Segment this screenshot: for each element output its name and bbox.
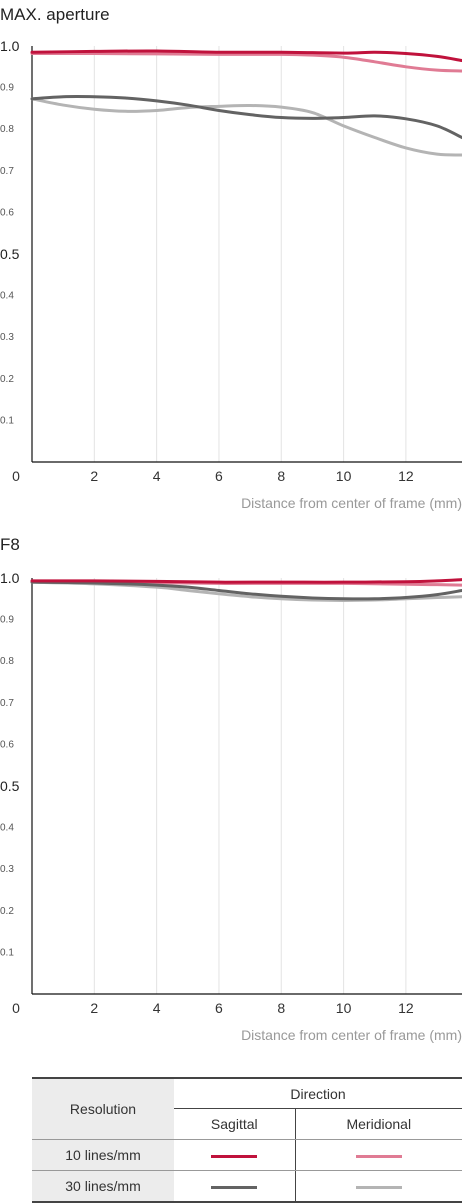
x-tick-label: 8 [277,1000,285,1016]
swatch-sagittal-30-lines [211,1185,258,1189]
series-sagittal-30-lines [30,580,462,601]
y-tick-label: 0.7 [0,166,14,177]
x-tick-label: 10 [336,1000,352,1016]
x-tick-label: 10 [336,468,352,484]
x-tick-label: 8 [277,468,285,484]
x-tick-label: 4 [153,468,161,484]
legend-cell-meridional-30 [295,1170,462,1203]
legend-meridional-header: Meridional [295,1108,462,1140]
x-tick-label: 6 [215,468,223,484]
mtf-chart-max-aperture: 1.0 0.9 0.8 0.7 0.6 0.5 0.4 0.3 0.2 0.1 0 2 4 6 8 10 12 D… [0,38,462,511]
y-tick-label: 0.1 [0,415,14,426]
x-tick-label: 6 [215,1000,223,1016]
x-axis-label: Distance from center of frame (mm) [241,1027,462,1043]
legend-cell-meridional-10 [295,1139,462,1171]
y-tick-label: 1.0 [0,38,20,54]
x-tick-label: 12 [398,468,414,484]
legend-resolution-header: Resolution [32,1077,174,1140]
y-tick-label: 0.9 [0,615,14,626]
swatch-meridional-30-lines [355,1185,402,1189]
legend-row-label: 30 lines/mm [32,1170,174,1203]
chart-title-max-aperture: MAX. aperture [0,5,110,24]
legend-cell-sagittal-10 [174,1139,296,1171]
y-tick-label: 0.8 [0,656,14,667]
mtf-chart-f8: 1.0 0.9 0.8 0.7 0.6 0.5 0.4 0.3 0.2 0.1 0 2 4 6 8 10 12 D… [0,570,462,1043]
series-meridional-30-lines [30,97,462,157]
y-tick-label: 0.5 [0,246,20,262]
x-tick-label: 0 [12,468,20,484]
x-tick-label: 2 [90,1000,98,1016]
legend-sagittal-header: Sagittal [174,1108,296,1140]
y-tick-label: 0.7 [0,698,14,709]
series-sagittal-30-lines [30,95,462,140]
legend-direction-header: Direction [174,1077,462,1109]
y-tick-label: 0.2 [0,374,14,385]
swatch-meridional-10-lines [355,1154,402,1158]
legend-table: Resolution Direction Sagittal Meridional… [32,1077,462,1203]
x-tick-label: 4 [153,1000,161,1016]
legend-cell-sagittal-30 [174,1170,296,1203]
legend-row-label: 10 lines/mm [32,1139,174,1171]
y-tick-label: 0.9 [0,83,14,94]
y-tick-label: 0.3 [0,332,14,343]
x-axis-label: Distance from center of frame (mm) [241,495,462,511]
y-tick-label: 0.8 [0,124,14,135]
series-meridional-10-lines [30,51,462,73]
y-tick-label: 0.4 [0,291,14,302]
y-tick-label: 1.0 [0,570,20,586]
x-tick-label: 12 [398,1000,414,1016]
y-tick-label: 0.2 [0,906,14,917]
y-tick-label: 0.5 [0,778,20,794]
series-sagittal-10-lines [30,49,462,63]
series-sagittal-10-lines [30,578,462,584]
y-tick-label: 0.1 [0,947,14,958]
y-tick-label: 0.4 [0,823,14,834]
y-tick-label: 0.6 [0,207,14,218]
x-tick-label: 0 [12,1000,20,1016]
x-tick-label: 2 [90,468,98,484]
y-tick-label: 0.6 [0,739,14,750]
swatch-sagittal-10-lines [211,1154,258,1158]
chart-title-f8: F8 [0,535,20,554]
y-tick-label: 0.3 [0,864,14,875]
